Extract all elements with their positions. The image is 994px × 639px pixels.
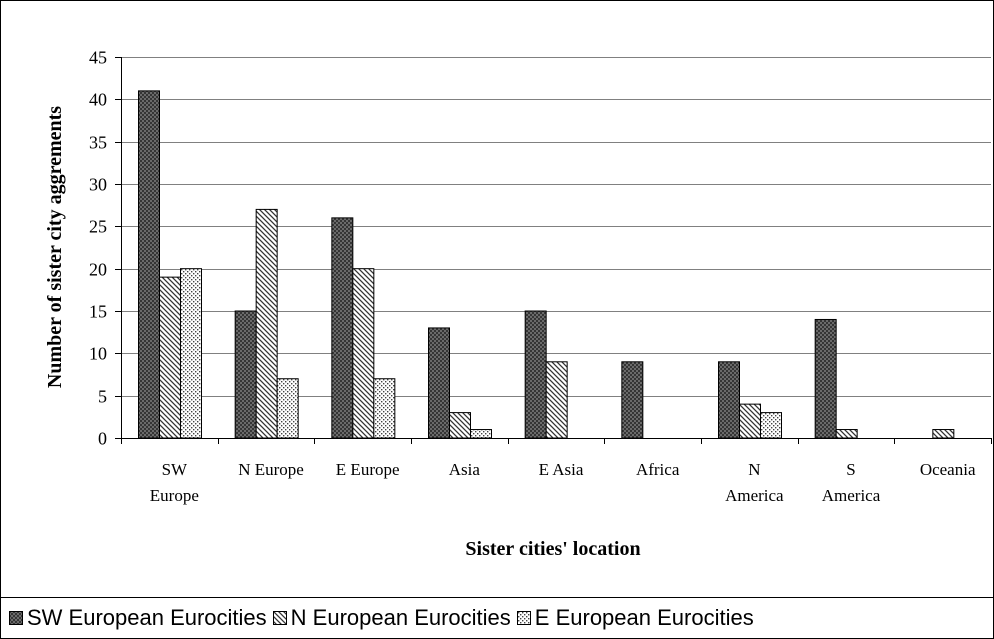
bar bbox=[524, 310, 547, 439]
legend-entry: SW European Eurocities bbox=[9, 605, 267, 631]
y-tick-label: 45 bbox=[89, 48, 107, 68]
x-category-label: America bbox=[822, 486, 881, 505]
bar bbox=[545, 361, 568, 439]
bar bbox=[180, 268, 202, 439]
bar-chart: 0 5 10 15 20 25 30 35 40 45 SW Europe N Europe E Eur… bbox=[44, 48, 992, 560]
x-category-label: Oceania bbox=[920, 460, 976, 479]
bar bbox=[470, 429, 492, 439]
y-tick-label: 20 bbox=[89, 260, 107, 280]
legend-entry: E European Eurocities bbox=[516, 605, 754, 631]
y-tick-label: 30 bbox=[89, 175, 107, 195]
bar bbox=[621, 361, 644, 439]
x-category-label: Asia bbox=[449, 460, 481, 479]
x-category-label: S bbox=[846, 460, 855, 479]
bar bbox=[234, 310, 257, 439]
y-tick-label: 0 bbox=[98, 429, 107, 449]
legend-swatch bbox=[516, 611, 531, 625]
legend-swatch bbox=[9, 611, 23, 625]
bar bbox=[331, 217, 354, 439]
y-tick-label: 5 bbox=[98, 387, 107, 407]
y-tick-label: 40 bbox=[89, 90, 107, 110]
y-tick-label: 15 bbox=[89, 302, 107, 322]
bar bbox=[159, 276, 181, 439]
y-tick-label: 10 bbox=[89, 344, 107, 364]
x-category-label: SW bbox=[162, 460, 188, 479]
bar bbox=[835, 429, 858, 439]
y-tick-labels: 0 5 10 15 20 25 30 35 40 45 bbox=[89, 48, 107, 449]
x-category-label: Europe bbox=[150, 486, 199, 505]
bar bbox=[373, 378, 396, 439]
bars bbox=[138, 90, 955, 439]
x-category-label: N bbox=[748, 460, 760, 479]
x-category-labels: SW Europe N Europe E Europe Asia E Asia Africa… bbox=[150, 460, 976, 505]
x-category-label: N Europe bbox=[238, 460, 304, 479]
y-tick-label: 25 bbox=[89, 217, 107, 237]
bar bbox=[760, 412, 782, 439]
bar bbox=[449, 412, 471, 439]
x-category-label: Africa bbox=[636, 460, 680, 479]
bar bbox=[739, 403, 761, 439]
bar bbox=[276, 378, 299, 439]
bar bbox=[138, 90, 160, 439]
legend-label: SW European Eurocities bbox=[27, 605, 267, 630]
bar bbox=[814, 318, 837, 439]
x-category-label: America bbox=[725, 486, 784, 505]
bar bbox=[428, 327, 450, 439]
legend-label: E European Eurocities bbox=[534, 605, 754, 630]
axes bbox=[115, 57, 992, 444]
bar bbox=[718, 361, 740, 439]
bar bbox=[932, 429, 955, 439]
y-tick-label: 35 bbox=[89, 133, 107, 153]
x-category-label: E Europe bbox=[336, 460, 400, 479]
legend: SW European Eurocities N European Eurocit… bbox=[1, 597, 993, 638]
x-category-label: E Asia bbox=[539, 460, 584, 479]
y-axis-title: Number of sister city aggrements bbox=[44, 106, 66, 388]
legend-entry: N European Eurocities bbox=[272, 605, 511, 631]
legend-swatch bbox=[272, 611, 287, 625]
bar bbox=[352, 268, 375, 439]
bar bbox=[255, 208, 278, 439]
x-axis-title: Sister cities' location bbox=[465, 538, 640, 560]
legend-label: N European Eurocities bbox=[290, 605, 511, 630]
